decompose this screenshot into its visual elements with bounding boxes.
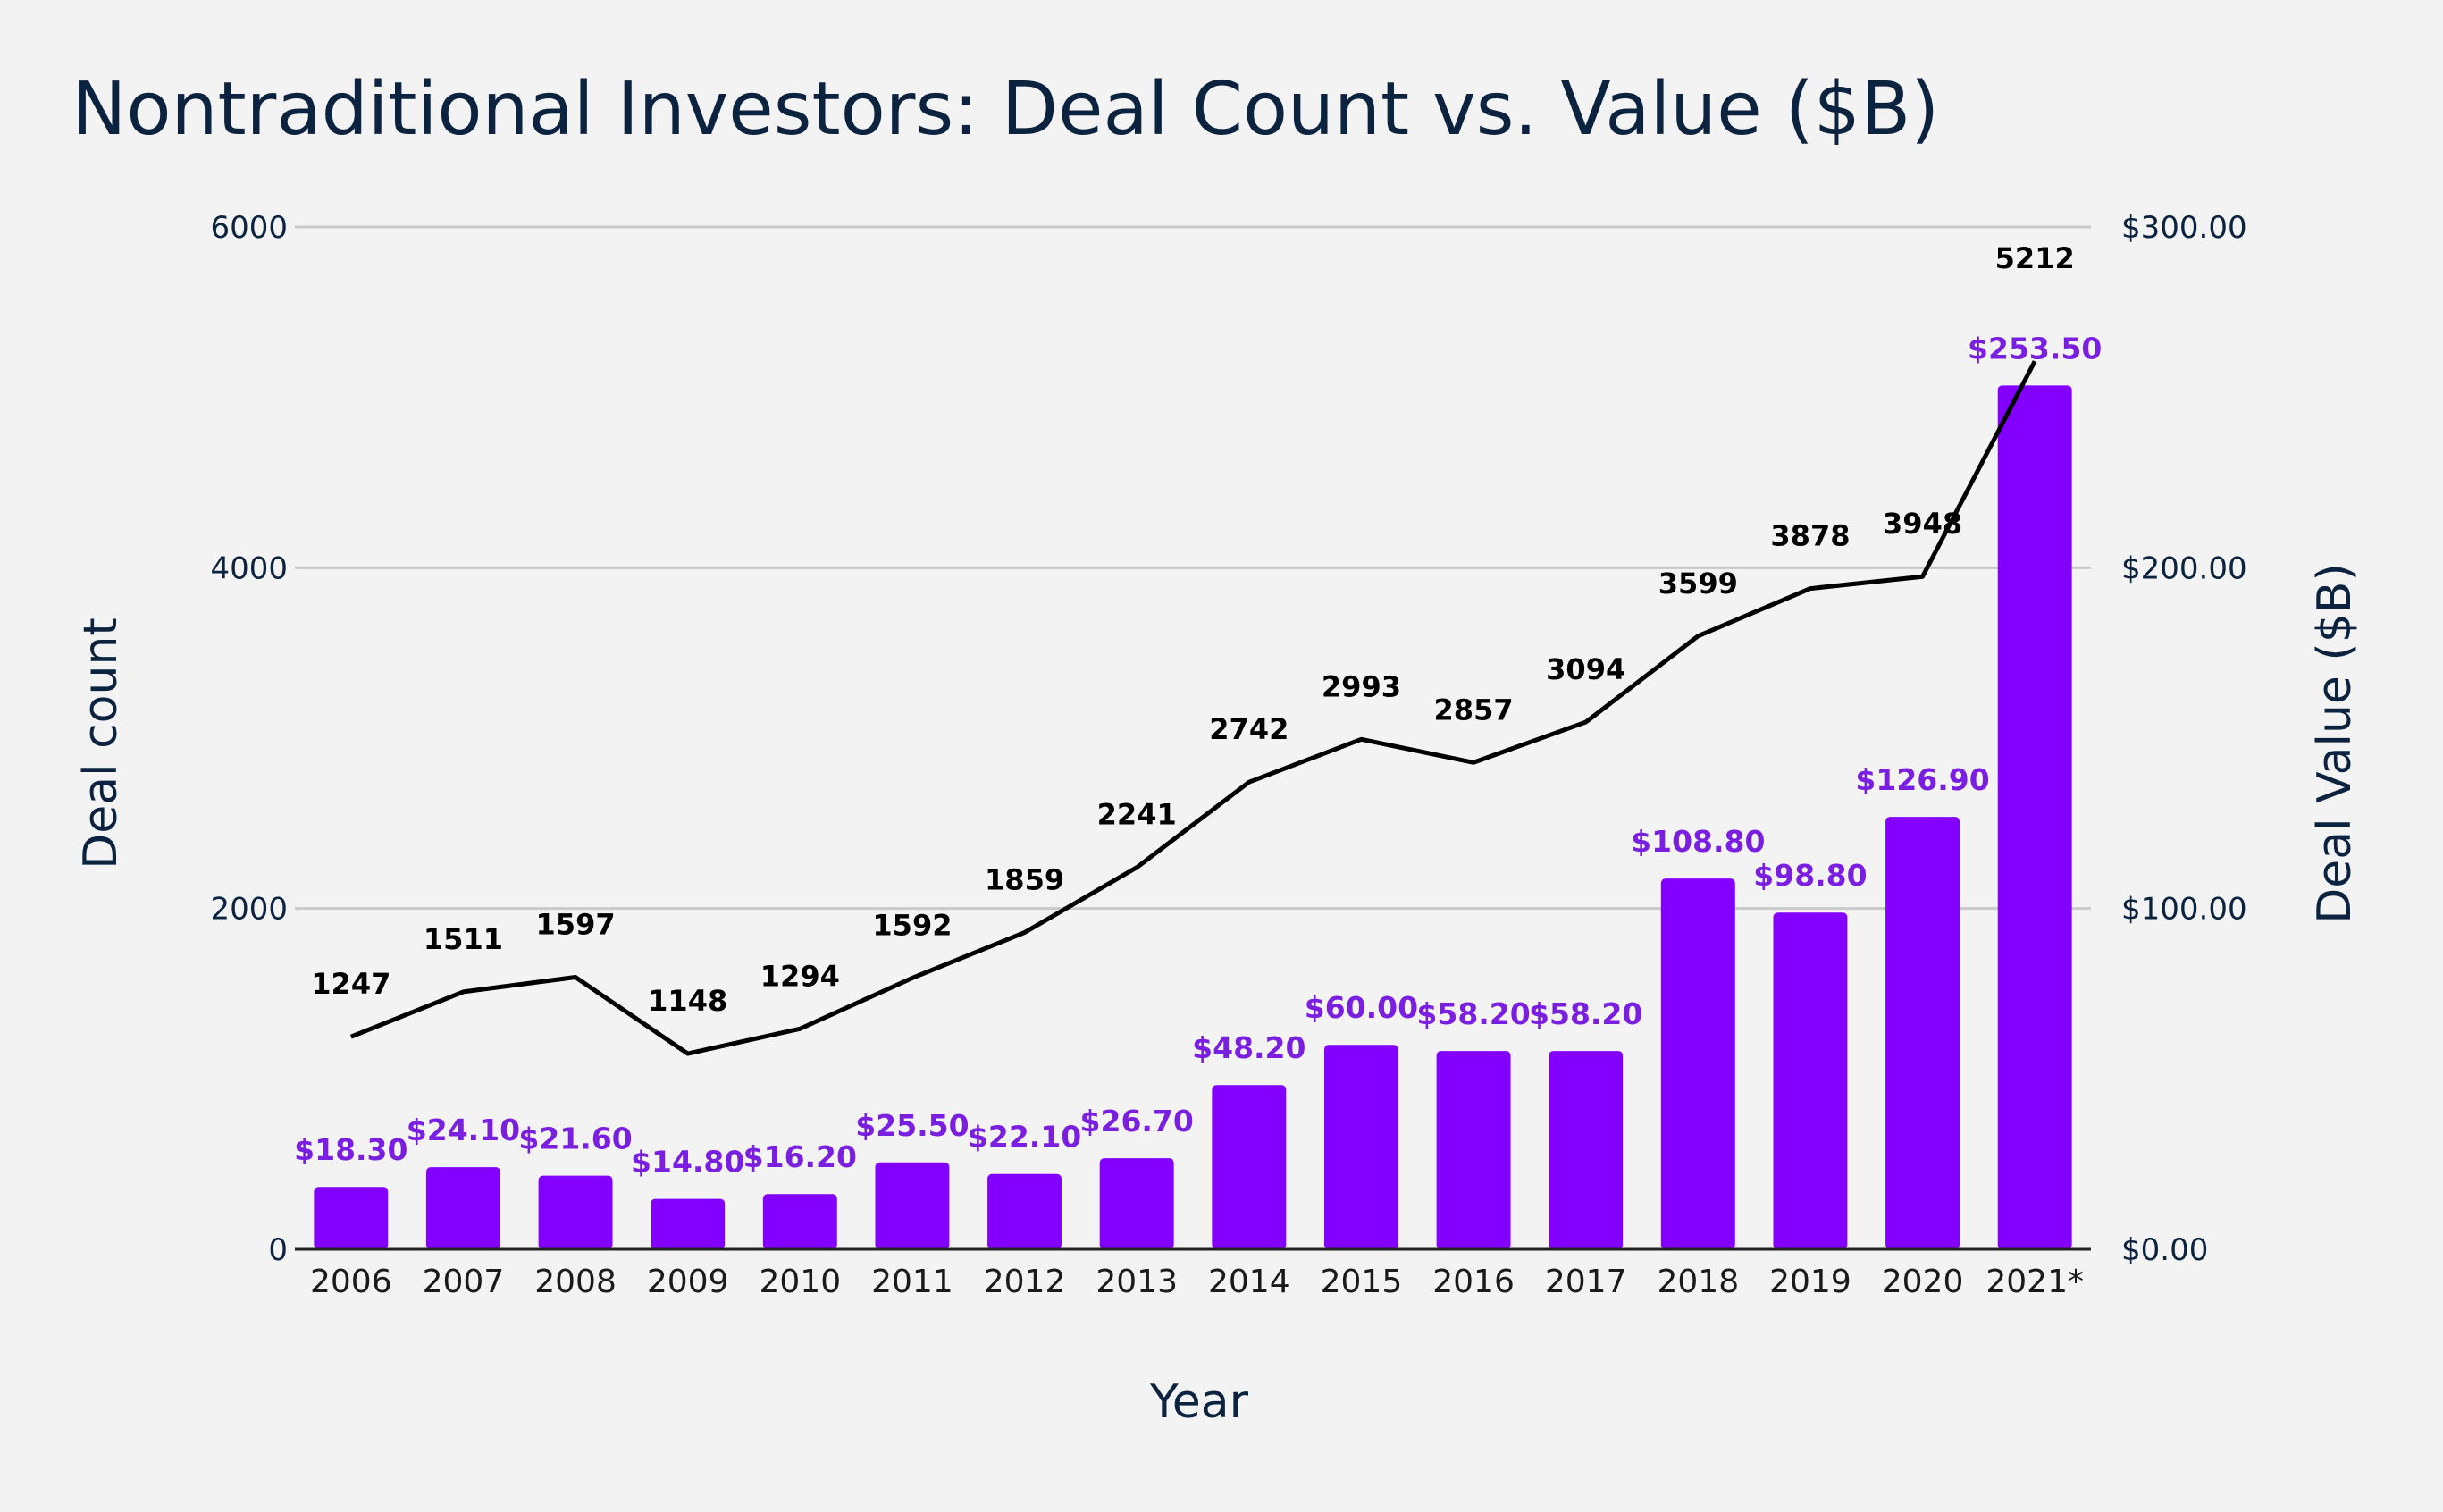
bar-value-label: $60.00	[1305, 990, 1418, 1025]
x-tick-label: 2009	[647, 1264, 729, 1300]
series-line	[349, 360, 2037, 1056]
x-axis-label: Year	[1149, 1375, 1249, 1429]
bar-value-label: $18.30	[294, 1132, 407, 1167]
bar-series	[314, 385, 2072, 1249]
y-tick-label-left: 2000	[210, 892, 288, 928]
bar-value-label: $25.50	[855, 1108, 969, 1143]
bar	[651, 1198, 726, 1249]
y-axis-label-right: Deal Value ($B)	[2308, 563, 2362, 924]
bar-value-label: $58.20	[1529, 996, 1642, 1031]
bar-value-label: $22.10	[968, 1120, 1081, 1155]
bar	[1997, 385, 2072, 1249]
y-tick-label-right: $200.00	[2121, 550, 2247, 586]
y-axis-label-left: Deal count	[74, 617, 128, 869]
line-value-label: 5212	[1995, 241, 2075, 275]
line-value-label: 3094	[1546, 652, 1625, 686]
axes: 0 2000 4000 6000 $0.00 $100.00 $200.00 $300.00 2…	[210, 210, 2246, 1300]
y-tick-label-right: $0.00	[2121, 1232, 2208, 1268]
bar-value-label: $126.90	[1855, 762, 1989, 797]
x-tick-label: 2010	[760, 1264, 842, 1300]
bar-value-label: $253.50	[1968, 331, 2102, 365]
y-tick-label-left: 4000	[210, 550, 288, 586]
x-tick-label: 2018	[1658, 1264, 1740, 1300]
gridlines	[295, 225, 2091, 911]
bar	[1885, 817, 1960, 1249]
bar	[1323, 1045, 1398, 1249]
x-tick-label: 2013	[1096, 1264, 1178, 1300]
bar	[425, 1167, 500, 1249]
x-tick-label: 2017	[1545, 1264, 1627, 1300]
bar	[1436, 1051, 1511, 1249]
line-value-label: 3599	[1658, 567, 1738, 601]
line-value-label: 2241	[1097, 798, 1177, 832]
bar	[762, 1194, 837, 1249]
bar-value-label: $24.10	[407, 1113, 520, 1147]
line-value-label: 2742	[1209, 712, 1289, 746]
bar	[314, 1187, 389, 1249]
x-tick-label: 2021*	[1985, 1264, 2084, 1300]
line-value-label: 2857	[1434, 693, 1514, 727]
bar-value-label: $108.80	[1631, 824, 1765, 859]
x-tick-label: 2006	[310, 1264, 392, 1300]
bar	[1773, 912, 1848, 1249]
line-value-label: 1511	[424, 922, 503, 956]
x-tick-label: 2014	[1208, 1264, 1290, 1300]
bar-value-label: $26.70	[1080, 1104, 1194, 1138]
x-tick-label: 2020	[1882, 1264, 1964, 1300]
x-tick-label: 2007	[423, 1264, 505, 1300]
x-tick-label: 2011	[871, 1264, 953, 1300]
x-tick-label: 2012	[984, 1264, 1066, 1300]
line-value-label: 3878	[1770, 519, 1850, 553]
x-tick-label: 2019	[1769, 1264, 1851, 1300]
line-value-label: 1148	[648, 984, 727, 1018]
bar-value-label: $21.60	[518, 1121, 632, 1156]
data-labels: $18.30$24.10$21.60$14.80$16.20$25.50$22.…	[294, 241, 2102, 1179]
bar	[987, 1173, 1062, 1249]
x-tick-label: 2016	[1432, 1264, 1515, 1300]
line-value-label: 1597	[536, 908, 616, 942]
y-tick-label-left: 0	[268, 1232, 288, 1268]
bar	[1099, 1158, 1174, 1249]
line-value-label: 3948	[1883, 507, 1962, 541]
line-value-label: 1294	[760, 959, 840, 993]
bar	[1549, 1051, 1624, 1249]
bar	[538, 1175, 613, 1249]
bar-value-label: $16.20	[743, 1139, 857, 1174]
bar-value-label: $58.20	[1416, 996, 1530, 1031]
bar-value-label: $98.80	[1753, 858, 1867, 893]
line-value-label: 1247	[311, 967, 390, 1001]
y-tick-label-right: $100.00	[2121, 892, 2247, 928]
bar-value-label: $48.20	[1192, 1030, 1305, 1065]
bar-value-label: $14.80	[631, 1145, 744, 1180]
line-value-label: 1859	[985, 863, 1064, 897]
line-value-label: 2993	[1322, 669, 1401, 703]
line-series	[349, 360, 2037, 1056]
bar	[1212, 1085, 1287, 1249]
x-tick-label: 2008	[534, 1264, 617, 1300]
line-value-label: 1592	[872, 908, 952, 942]
bar	[1660, 878, 1735, 1249]
bar	[875, 1162, 950, 1249]
y-tick-label-right: $300.00	[2121, 210, 2247, 246]
y-tick-label-left: 6000	[210, 210, 288, 246]
chart-title: Nontraditional Investors: Deal Count vs.…	[71, 67, 1939, 152]
x-tick-label: 2015	[1321, 1264, 1403, 1300]
